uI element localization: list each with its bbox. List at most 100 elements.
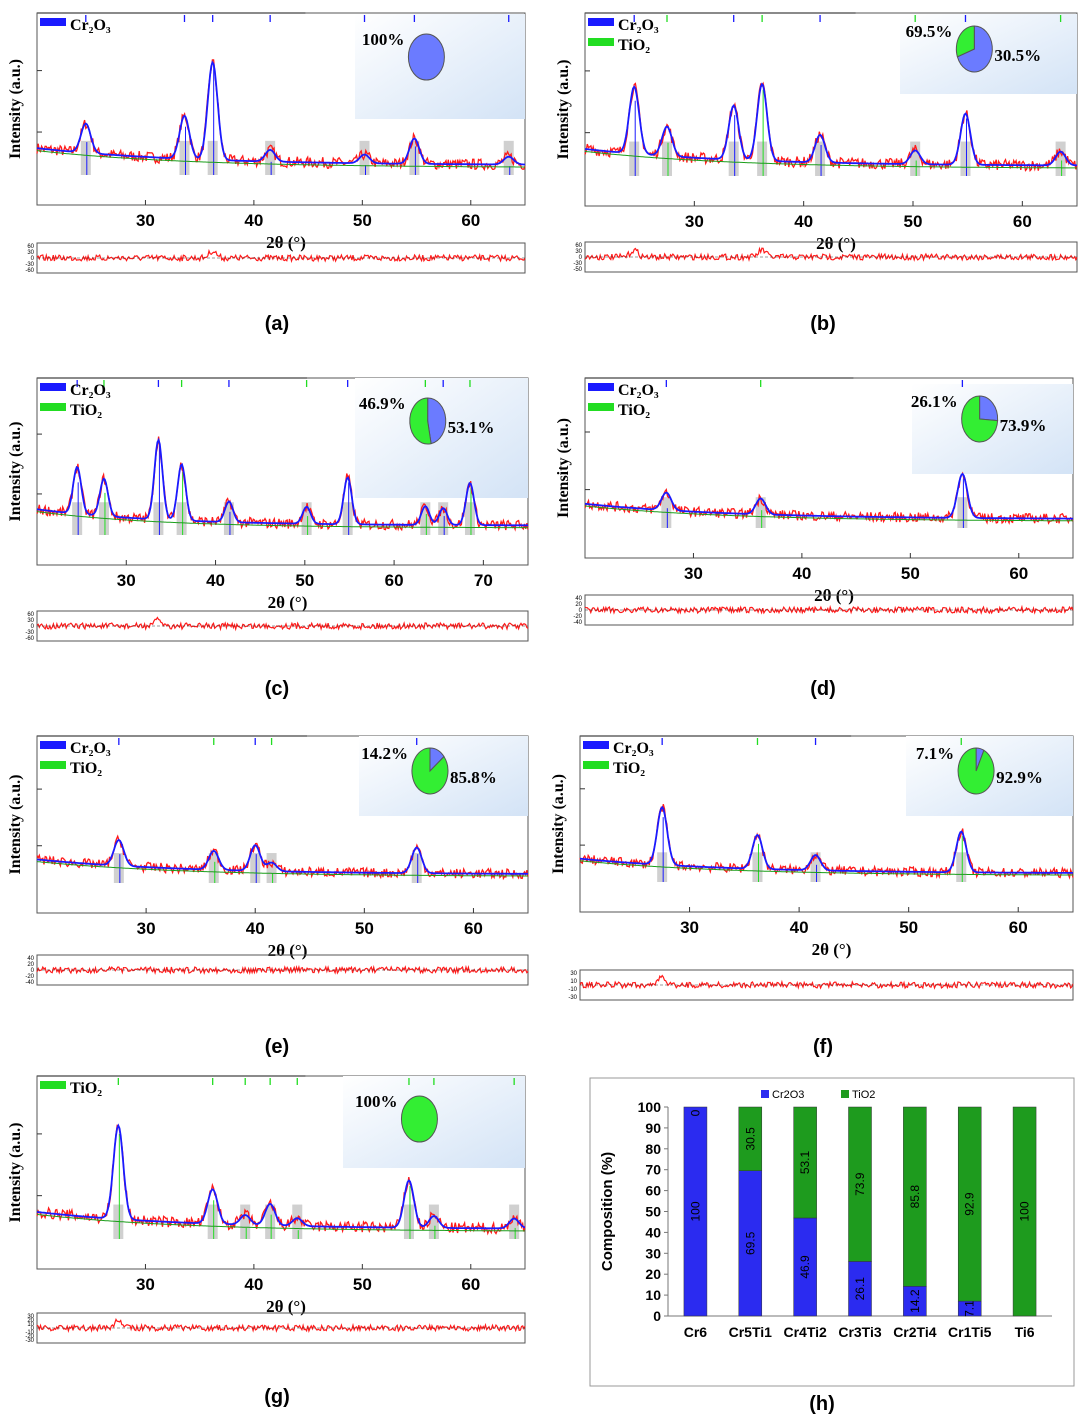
legend-swatch: [40, 741, 66, 749]
x-tick-label: 40: [794, 212, 813, 231]
x-tick-label: 50: [904, 212, 923, 231]
difference-tick-label: -10: [568, 987, 577, 993]
panel-caption: (h): [809, 1393, 835, 1415]
x-tick-label: 50: [353, 1275, 372, 1294]
reflection-bar: [411, 853, 422, 883]
pie-label: 92.9%: [996, 768, 1043, 787]
difference-tick-label: 30: [27, 618, 34, 624]
reflection-bar: [179, 140, 190, 175]
bar-data-label: 53.1: [798, 1150, 812, 1174]
bar-data-label: 69.5: [743, 1231, 757, 1255]
reflection-bar: [728, 141, 739, 176]
x-tick-label: 30: [137, 919, 156, 938]
background-line: [584, 150, 1077, 169]
legend-label: Cr₂O₃: [70, 17, 111, 34]
difference-profile: [579, 974, 1074, 990]
reflection-bar: [72, 502, 83, 535]
difference-tick-label: 0: [31, 1326, 35, 1332]
difference-tick-label: 30: [570, 971, 577, 977]
difference-tick-label: -60: [25, 636, 34, 642]
pie-label: 46.9%: [359, 394, 406, 413]
difference-tick-label: 10: [570, 979, 577, 985]
reflection-bar: [910, 141, 921, 176]
difference-tick-label: 40: [27, 956, 34, 962]
reflection-bar: [409, 140, 420, 175]
legend-label: TiO2: [852, 1089, 875, 1101]
y-tick-label: 80: [645, 1141, 661, 1157]
difference-tick-label: -10: [25, 1330, 34, 1336]
x-tick-label: 40: [206, 571, 225, 590]
x-tick-label: 40: [244, 1275, 263, 1294]
y-axis-title: Intensity (a.u.): [7, 774, 24, 874]
reflection-bar: [815, 141, 826, 176]
reflection-bar: [403, 1204, 414, 1239]
legend-swatch: [40, 18, 66, 26]
difference-tick-label: -40: [25, 980, 34, 986]
bar-segment: [1012, 1106, 1037, 1317]
reflection-bar: [342, 502, 353, 535]
difference-tick-label: 20: [575, 602, 582, 608]
legend-swatch: [40, 761, 66, 769]
pie-slice: [961, 395, 999, 443]
y-tick-label: 100: [638, 1099, 662, 1115]
reflection-bar: [207, 1204, 218, 1239]
calculated-profile: [36, 1123, 526, 1230]
calculated-profile: [36, 437, 528, 527]
x-tick-label: 60: [1009, 918, 1028, 937]
pie-label: 85.8%: [450, 768, 497, 787]
bar-segment: [903, 1106, 927, 1287]
difference-tick-label: -20: [573, 614, 582, 620]
x-tick-label: 50: [353, 211, 372, 230]
x-tick-label: Cr6: [684, 1324, 708, 1340]
bar-data-label: 73.9: [853, 1172, 867, 1196]
x-tick-label: 30: [136, 1275, 155, 1294]
pie-slice: [411, 747, 449, 795]
reflection-bar: [292, 1204, 303, 1239]
legend-label: Cr2O3: [772, 1089, 804, 1101]
y-axis-title: Intensity (a.u.): [550, 774, 567, 874]
legend-label: Cr₂O₃: [613, 740, 654, 757]
calculated-profile: [36, 60, 525, 166]
difference-tick-label: -60: [25, 268, 34, 274]
difference-tick-label: -40: [573, 620, 582, 626]
x-tick-label: 50: [295, 571, 314, 590]
difference-tick-label: -20: [25, 1334, 34, 1340]
panel-caption: (a): [265, 313, 289, 335]
difference-profile: [584, 604, 1074, 615]
x-tick-label: 30: [684, 564, 703, 583]
background-line: [36, 150, 525, 168]
difference-tick-label: 0: [579, 255, 583, 261]
legend-label: TiO₂: [70, 760, 102, 777]
difference-profile: [584, 246, 1078, 263]
difference-tick-label: 0: [579, 608, 583, 614]
reflection-bar: [207, 140, 218, 175]
bar-data-label: 100: [688, 1201, 702, 1221]
pie-slice: [957, 747, 995, 795]
y-axis-title: Intensity (a.u.): [7, 421, 24, 521]
panel-f: 30 40 50 60 2θ (°) Intensity (a.u.) Cr₂O₃ TiO₂ 7…: [550, 735, 1074, 1058]
background-line: [36, 1213, 525, 1232]
reflection-bar: [957, 497, 968, 528]
bar-data-label: 14.2: [908, 1289, 922, 1313]
y-tick-label: 20: [645, 1266, 661, 1282]
x-tick-label: 60: [1009, 564, 1028, 583]
pie-label: 73.9%: [1000, 416, 1047, 435]
reflection-bar: [960, 141, 971, 176]
difference-tick-label: -30: [568, 995, 577, 1001]
y-tick-label: 90: [645, 1120, 661, 1136]
legend-label: TiO₂: [70, 402, 102, 419]
bar-segment: [738, 1106, 763, 1171]
reflection-bar: [428, 1204, 439, 1239]
x-tick-label: Cr3Ti3: [838, 1324, 882, 1340]
x-tick-label: Cr4Ti2: [783, 1324, 827, 1340]
observed-profile: [584, 471, 1074, 525]
x-tick-label: 60: [464, 919, 483, 938]
reflection-bar: [80, 140, 91, 175]
background-line: [584, 505, 1073, 522]
bar-data-label: 26.1: [853, 1277, 867, 1301]
reflection-bar: [810, 852, 821, 882]
difference-tick-label: 30: [27, 250, 34, 256]
